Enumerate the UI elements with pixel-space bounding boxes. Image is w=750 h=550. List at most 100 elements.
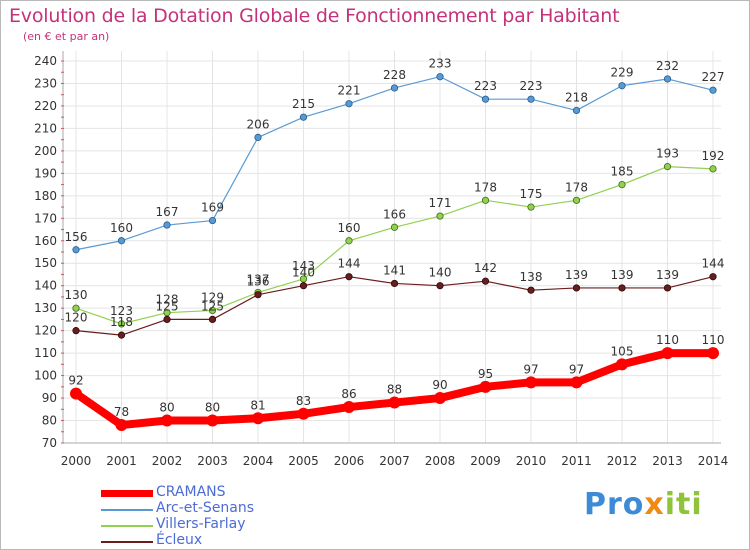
legend-label-arc-et-senans: Arc-et-Senans bbox=[156, 500, 255, 516]
data-label-cramans: 110 bbox=[702, 333, 725, 347]
data-label-arc-et-senans: 233 bbox=[429, 57, 452, 71]
x-tick-label: 2009 bbox=[470, 454, 501, 468]
data-point-villers-farlay bbox=[345, 237, 353, 245]
data-point-ecleux bbox=[527, 286, 535, 294]
data-point-ecleux bbox=[618, 284, 626, 292]
data-label-ecleux: 139 bbox=[565, 268, 588, 282]
data-point-ecleux bbox=[663, 284, 672, 292]
data-label-cramans: 97 bbox=[523, 362, 538, 376]
data-label-ecleux: 139 bbox=[656, 268, 679, 282]
data-point-arc-et-senans bbox=[618, 82, 626, 90]
data-label-ecleux: 120 bbox=[65, 311, 88, 325]
y-tick-label: 170 bbox=[34, 211, 57, 225]
data-point-villers-farlay bbox=[117, 320, 126, 328]
legend-item-villers-farlay: Villers-Farlay bbox=[101, 516, 401, 533]
y-tick-label: 70 bbox=[42, 436, 57, 450]
data-label-villers-farlay: 143 bbox=[292, 259, 315, 273]
data-point-cramans bbox=[479, 380, 492, 393]
x-tick-label: 2003 bbox=[197, 454, 228, 468]
data-point-arc-et-senans bbox=[436, 73, 444, 81]
data-label-arc-et-senans: 215 bbox=[292, 97, 315, 111]
x-tick-label: 2013 bbox=[652, 454, 683, 468]
data-label-villers-farlay: 192 bbox=[702, 149, 725, 163]
data-point-arc-et-senans bbox=[572, 106, 581, 115]
x-tick-label: 2006 bbox=[334, 454, 365, 468]
data-label-villers-farlay: 175 bbox=[520, 187, 543, 201]
y-tick-label: 200 bbox=[34, 144, 57, 158]
data-point-cramans bbox=[570, 376, 583, 389]
data-label-cramans: 83 bbox=[296, 394, 311, 408]
data-point-ecleux bbox=[254, 291, 262, 299]
data-point-ecleux bbox=[299, 282, 308, 290]
data-label-arc-et-senans: 229 bbox=[611, 66, 634, 80]
legend-label-villers-farlay: Villers-Farlay bbox=[156, 516, 246, 532]
data-label-villers-farlay: 178 bbox=[565, 180, 588, 194]
data-point-cramans bbox=[343, 401, 355, 414]
data-label-cramans: 90 bbox=[432, 378, 447, 392]
y-tick-label: 120 bbox=[34, 324, 57, 338]
data-label-cramans: 97 bbox=[569, 362, 584, 376]
data-label-arc-et-senans: 167 bbox=[156, 205, 179, 219]
x-tick-label: 2014 bbox=[698, 454, 729, 468]
y-tick-label: 180 bbox=[34, 189, 57, 203]
x-tick-label: 2010 bbox=[516, 454, 547, 468]
legend-swatch-villers-farlay bbox=[101, 525, 153, 527]
data-label-arc-et-senans: 227 bbox=[702, 70, 725, 84]
data-label-villers-farlay: 160 bbox=[338, 221, 361, 235]
data-point-ecleux bbox=[436, 282, 444, 290]
data-point-arc-et-senans bbox=[663, 75, 672, 83]
data-label-villers-farlay: 128 bbox=[156, 293, 179, 307]
data-point-arc-et-senans bbox=[527, 95, 535, 103]
chart-subtitle: (en € et par an) bbox=[23, 30, 110, 43]
legend-label-ecleux: Écleux bbox=[156, 532, 203, 548]
data-point-arc-et-senans bbox=[299, 113, 308, 121]
data-label-arc-et-senans: 160 bbox=[110, 221, 133, 235]
data-label-cramans: 110 bbox=[656, 333, 679, 347]
data-point-cramans bbox=[115, 419, 128, 432]
x-tick-label: 2007 bbox=[379, 454, 410, 468]
data-point-arc-et-senans bbox=[72, 246, 80, 254]
data-point-ecleux bbox=[345, 273, 353, 281]
data-point-cramans bbox=[161, 414, 173, 427]
data-point-villers-farlay bbox=[390, 223, 399, 231]
y-tick-label: 210 bbox=[34, 121, 57, 135]
proxiti-logo: Proxiti bbox=[584, 487, 703, 522]
data-point-ecleux bbox=[117, 331, 126, 339]
data-label-ecleux: 141 bbox=[383, 263, 406, 277]
legend-swatch-cramans bbox=[101, 490, 153, 497]
y-tick-label: 240 bbox=[34, 54, 57, 68]
data-label-villers-farlay: 185 bbox=[611, 165, 634, 179]
y-tick-label: 160 bbox=[34, 234, 57, 248]
data-label-cramans: 95 bbox=[478, 367, 493, 381]
data-point-ecleux bbox=[163, 315, 171, 324]
x-tick-label: 2005 bbox=[288, 454, 319, 468]
data-label-ecleux: 144 bbox=[338, 257, 361, 271]
x-tick-label: 2004 bbox=[243, 454, 274, 468]
y-tick-label: 110 bbox=[34, 346, 57, 360]
data-point-villers-farlay bbox=[709, 165, 717, 173]
data-point-villers-farlay bbox=[208, 306, 217, 315]
data-label-arc-et-senans: 206 bbox=[247, 117, 270, 131]
data-label-cramans: 105 bbox=[611, 344, 634, 358]
data-label-villers-farlay: 129 bbox=[201, 290, 224, 304]
x-tick-label: 2008 bbox=[425, 454, 456, 468]
data-label-ecleux: 140 bbox=[292, 266, 315, 280]
data-label-ecleux: 138 bbox=[520, 270, 543, 284]
y-tick-label: 220 bbox=[34, 99, 57, 113]
data-label-cramans: 92 bbox=[68, 374, 83, 388]
data-point-villers-farlay bbox=[618, 180, 626, 189]
data-point-ecleux bbox=[572, 284, 581, 292]
legend: CRAMANS Arc-et-Senans Villers-Farlay Écl… bbox=[101, 484, 401, 549]
data-label-ecleux: 142 bbox=[474, 261, 497, 275]
data-label-arc-et-senans: 221 bbox=[338, 84, 361, 98]
y-tick-label: 140 bbox=[34, 279, 57, 293]
data-point-cramans bbox=[707, 347, 719, 360]
data-label-villers-farlay: 178 bbox=[474, 180, 497, 194]
data-point-ecleux bbox=[709, 273, 717, 281]
x-tick-label: 2002 bbox=[152, 454, 183, 468]
data-label-arc-et-senans: 156 bbox=[65, 230, 88, 244]
y-tick-label: 230 bbox=[34, 76, 57, 90]
data-point-cramans bbox=[388, 396, 401, 409]
y-tick-label: 150 bbox=[34, 256, 57, 270]
